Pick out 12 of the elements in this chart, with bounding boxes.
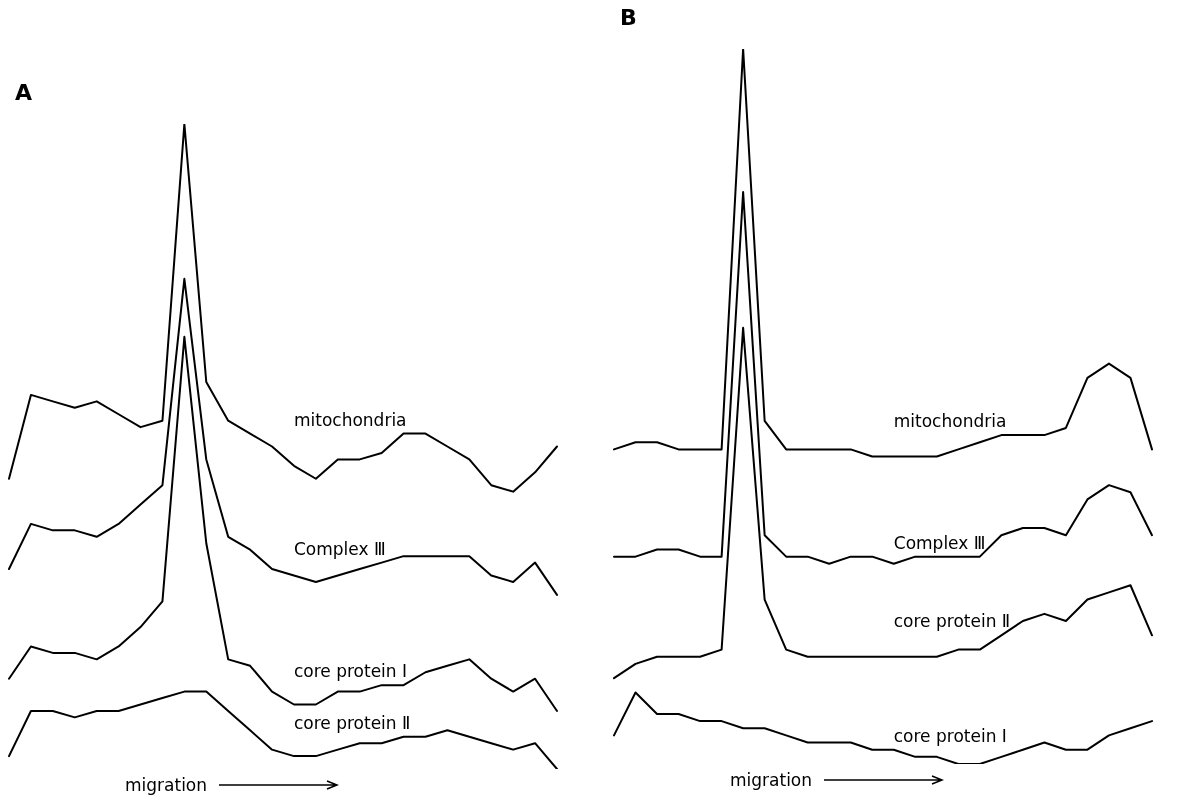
chart-title: B xyxy=(620,5,637,30)
series-label: Complex Ⅲ xyxy=(893,532,986,553)
series-label: core protein Ⅰ xyxy=(293,661,408,682)
series-label: core protein Ⅰ xyxy=(893,725,1007,746)
series-label: mitochondria xyxy=(893,411,1007,432)
chart-title: A xyxy=(15,80,33,105)
x-axis-title: migration xyxy=(125,775,208,795)
series-label: core protein Ⅱ xyxy=(893,611,1011,632)
series-label: mitochondria xyxy=(293,409,407,430)
x-axis-title: migration xyxy=(730,770,813,790)
series-label: core protein Ⅱ xyxy=(293,712,411,733)
series-label: Complex Ⅲ xyxy=(293,538,386,559)
